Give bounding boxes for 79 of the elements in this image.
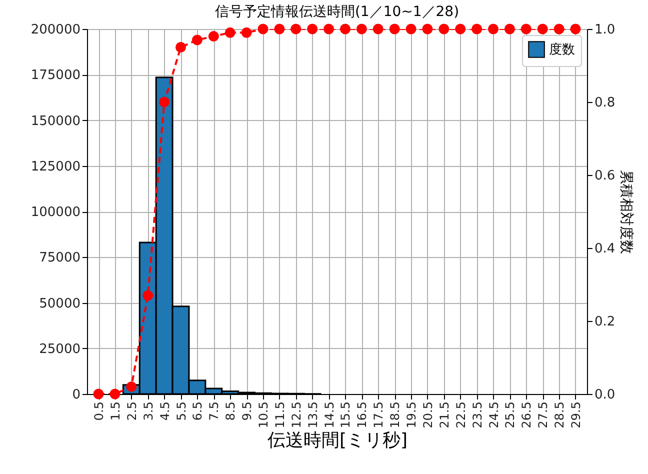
- y2-tick-label: 0.2: [594, 314, 616, 330]
- point: [290, 24, 302, 34]
- point: [324, 24, 334, 34]
- point: [422, 24, 433, 34]
- point: [537, 24, 548, 34]
- point: [504, 24, 515, 34]
- x-tick-label: 19.5: [404, 402, 419, 428]
- y-tick-label: 200000: [30, 22, 80, 38]
- y-tick-label: 100000: [30, 205, 80, 220]
- x-tick-label: 15.5: [338, 402, 353, 428]
- x-tick-label: 14.5: [322, 402, 336, 428]
- x-tick-label: 7.5: [207, 402, 222, 421]
- y2-tick-label: 0.0: [594, 388, 616, 402]
- point: [159, 96, 170, 108]
- point: [126, 381, 137, 392]
- point: [389, 24, 400, 34]
- x-tick-label: 27.5: [536, 402, 550, 428]
- x-tick-label: 18.5: [388, 402, 402, 428]
- x-tick-label: 3.5: [141, 402, 156, 421]
- point: [438, 24, 450, 34]
- y-tick-label: 25000: [39, 342, 80, 357]
- x-tick-label: 25.5: [503, 402, 518, 428]
- point: [570, 24, 581, 34]
- y-tick-label: 75000: [39, 250, 80, 266]
- y2-tick-label: 0.4: [594, 242, 616, 256]
- x-tick-label: 0.5: [92, 402, 106, 421]
- x-tick-label: 23.5: [470, 402, 484, 428]
- point: [372, 24, 384, 34]
- x-tick-label: 12.5: [289, 402, 304, 428]
- point: [472, 24, 482, 34]
- point: [142, 290, 154, 301]
- x-tick-label: 22.5: [454, 402, 468, 428]
- point: [192, 34, 202, 46]
- y2-tick-label: 0.6: [594, 168, 616, 184]
- legend-label: 度数: [549, 42, 575, 58]
- x-tick-label: 21.5: [437, 402, 452, 428]
- y-tick-label: 0: [72, 388, 80, 402]
- x-tick-label: 16.5: [355, 402, 370, 428]
- y2-axis-title: 累積相対度数: [618, 170, 634, 254]
- point: [274, 24, 285, 34]
- y2-tick-label: 1.0: [594, 22, 616, 38]
- x-tick-label: 9.5: [240, 402, 254, 421]
- x-tick-label: 8.5: [224, 402, 238, 421]
- y-tick-label: 50000: [39, 296, 80, 312]
- point: [488, 24, 498, 34]
- x-tick-label: 5.5: [174, 402, 188, 421]
- x-tick-label: 17.5: [372, 402, 386, 428]
- y2-tick-label: 0.8: [594, 96, 616, 110]
- point: [554, 24, 564, 34]
- point: [340, 24, 350, 34]
- point: [93, 388, 104, 400]
- point: [110, 388, 120, 400]
- point: [406, 24, 416, 34]
- x-tick-label: 10.5: [256, 402, 270, 428]
- point: [520, 24, 532, 34]
- x-tick-label: 24.5: [486, 402, 501, 428]
- point: [307, 24, 318, 34]
- y-tick-label: 125000: [30, 159, 80, 174]
- x-tick-label: 28.5: [552, 402, 567, 428]
- point: [176, 42, 186, 52]
- point: [258, 24, 268, 34]
- y-tick-label: 175000: [30, 68, 80, 84]
- point: [224, 27, 236, 38]
- x-tick-label: 1.5: [108, 402, 122, 421]
- x-tick-label: 4.5: [158, 402, 172, 421]
- point: [356, 24, 367, 34]
- x-tick-label: 26.5: [520, 402, 534, 428]
- x-tick-label: 13.5: [306, 402, 320, 428]
- point: [208, 31, 219, 42]
- x-tick-label: 20.5: [420, 402, 435, 428]
- y-tick-label: 150000: [30, 114, 80, 129]
- chart-title: 信号予定情報伝送時間(1／10~1／28): [214, 4, 460, 20]
- x-axis-title: 伝送時間[ミリ秒]: [267, 430, 408, 452]
- point: [241, 27, 252, 38]
- x-tick-label: 2.5: [124, 402, 139, 421]
- x-tick-label: 6.5: [190, 402, 205, 421]
- x-tick-label: 29.5: [568, 402, 583, 428]
- point: [455, 24, 466, 34]
- x-tick-label: 11.5: [272, 402, 287, 428]
